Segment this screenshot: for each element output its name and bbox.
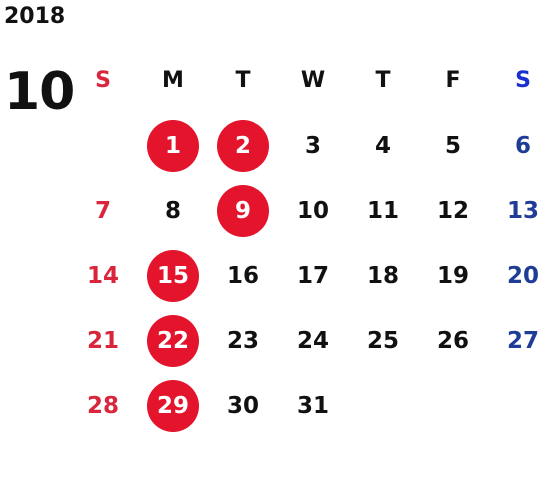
day-cell[interactable]: 13 bbox=[488, 178, 548, 243]
day-cell[interactable]: 12 bbox=[418, 178, 488, 243]
day-cell[interactable]: 10 bbox=[278, 178, 348, 243]
day-number: 30 bbox=[226, 392, 259, 419]
day-number: 10 bbox=[296, 197, 329, 224]
day-cell[interactable]: 4 bbox=[348, 113, 418, 178]
day-cell[interactable]: 2 bbox=[208, 113, 278, 178]
day-cell[interactable]: 18 bbox=[348, 243, 418, 308]
day-number: 5 bbox=[444, 132, 461, 159]
highlighted-day-number: 9 bbox=[217, 184, 269, 237]
day-cell[interactable]: 21 bbox=[68, 308, 138, 373]
day-cell[interactable]: 1 bbox=[138, 113, 208, 178]
month-number: 10 bbox=[4, 62, 75, 122]
day-cell[interactable]: 11 bbox=[348, 178, 418, 243]
day-number: 12 bbox=[436, 197, 469, 224]
day-cell[interactable]: 7 bbox=[68, 178, 138, 243]
weekday-header: S bbox=[515, 68, 531, 93]
day-cell[interactable]: 28 bbox=[68, 373, 138, 438]
empty-cell bbox=[68, 113, 138, 178]
day-cell[interactable]: 16 bbox=[208, 243, 278, 308]
day-cell[interactable]: 30 bbox=[208, 373, 278, 438]
day-number: 20 bbox=[506, 262, 539, 289]
highlighted-day-number: 1 bbox=[147, 119, 199, 172]
day-number: 26 bbox=[436, 327, 469, 354]
day-number: 31 bbox=[296, 392, 329, 419]
weekday-header: F bbox=[445, 68, 461, 93]
weekday-header: S bbox=[95, 68, 111, 93]
day-cell[interactable]: 15 bbox=[138, 243, 208, 308]
day-cell[interactable]: 27 bbox=[488, 308, 548, 373]
day-number: 11 bbox=[366, 197, 399, 224]
day-cell[interactable]: 25 bbox=[348, 308, 418, 373]
day-number: 4 bbox=[374, 132, 391, 159]
day-number: 27 bbox=[506, 327, 539, 354]
weekday-header: T bbox=[375, 68, 391, 93]
day-number: 25 bbox=[366, 327, 399, 354]
day-number: 8 bbox=[164, 197, 181, 224]
day-cell[interactable]: 29 bbox=[138, 373, 208, 438]
day-number: 7 bbox=[94, 197, 111, 224]
highlighted-day-number: 22 bbox=[147, 314, 199, 367]
day-number: 28 bbox=[86, 392, 119, 419]
day-number: 19 bbox=[436, 262, 469, 289]
day-number: 3 bbox=[304, 132, 321, 159]
day-number: 13 bbox=[506, 197, 539, 224]
day-number: 21 bbox=[86, 327, 119, 354]
day-cell[interactable]: 5 bbox=[418, 113, 488, 178]
day-number: 23 bbox=[226, 327, 259, 354]
weekday-header: M bbox=[162, 68, 184, 93]
calendar-grid: S M T W T F S 1 2 3 4 5 6 7 8 9 10 11 12 13 14 15 16 17 18 19 20 21… bbox=[68, 48, 548, 438]
highlighted-day-number: 2 bbox=[217, 119, 269, 172]
weekday-header: T bbox=[235, 68, 251, 93]
day-cell[interactable]: 19 bbox=[418, 243, 488, 308]
highlighted-day-number: 29 bbox=[147, 379, 199, 432]
weekday-header: W bbox=[300, 68, 326, 93]
day-cell[interactable]: 8 bbox=[138, 178, 208, 243]
day-cell[interactable]: 22 bbox=[138, 308, 208, 373]
day-cell[interactable]: 14 bbox=[68, 243, 138, 308]
day-number: 6 bbox=[514, 132, 531, 159]
day-number: 16 bbox=[226, 262, 259, 289]
day-number: 17 bbox=[296, 262, 329, 289]
day-number: 18 bbox=[366, 262, 399, 289]
day-cell[interactable]: 26 bbox=[418, 308, 488, 373]
day-cell[interactable]: 23 bbox=[208, 308, 278, 373]
day-cell[interactable]: 24 bbox=[278, 308, 348, 373]
day-cell[interactable]: 6 bbox=[488, 113, 548, 178]
day-cell[interactable]: 31 bbox=[278, 373, 348, 438]
day-cell[interactable]: 20 bbox=[488, 243, 548, 308]
highlighted-day-number: 15 bbox=[147, 249, 199, 302]
day-cell[interactable]: 3 bbox=[278, 113, 348, 178]
day-cell[interactable]: 17 bbox=[278, 243, 348, 308]
day-number: 14 bbox=[86, 262, 119, 289]
year-label: 2018 bbox=[4, 4, 66, 29]
day-number: 24 bbox=[296, 327, 329, 354]
day-cell[interactable]: 9 bbox=[208, 178, 278, 243]
